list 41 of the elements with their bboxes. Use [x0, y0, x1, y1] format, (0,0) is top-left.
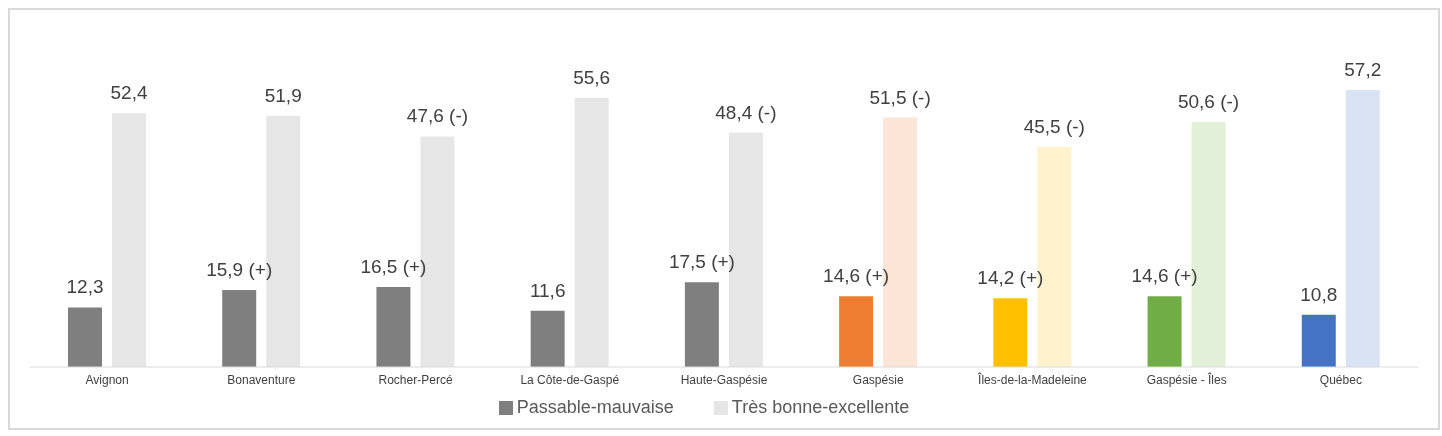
bar: [68, 307, 102, 367]
data-label: 16,5 (+): [360, 256, 427, 278]
bar: [684, 282, 719, 367]
x-tick-label: Québec: [1319, 372, 1362, 387]
data-label: 14,6 (+): [1131, 265, 1198, 287]
data-label: 55,6: [573, 66, 611, 88]
bar: [112, 113, 146, 367]
x-tick-label: Gaspésie: [852, 372, 904, 387]
x-tick-label: Rocher-Percé: [378, 372, 453, 387]
data-label: 11,6: [529, 279, 566, 301]
data-label: 10,8: [1300, 283, 1338, 305]
data-label: 51,5 (-): [869, 86, 931, 108]
x-tick-label: Bonaventure: [227, 372, 296, 387]
data-label: 47,6 (-): [406, 105, 469, 127]
legend-label: Passable-mauvaise: [516, 397, 674, 417]
data-label: 48,4 (-): [715, 101, 777, 123]
bar: [222, 290, 257, 367]
x-tick-label: Gaspésie - Îles: [1146, 371, 1227, 387]
data-label: 12,3: [66, 276, 104, 298]
x-tick-label: Îles-de-la-Madeleine: [977, 371, 1088, 387]
bar: [1147, 296, 1182, 367]
data-label: 51,9: [264, 84, 302, 106]
bar: [1301, 314, 1336, 367]
x-tick-label: Haute-Gaspésie: [680, 372, 768, 387]
data-label: 14,6 (+): [823, 265, 890, 287]
data-label: 52,4: [110, 82, 148, 104]
bar: [993, 298, 1028, 367]
data-label: 50,6 (-): [1177, 90, 1240, 112]
x-tick-label: La Côte-de-Gaspé: [520, 372, 620, 387]
legend-label: Très bonne-excellente: [731, 397, 910, 417]
bar: [530, 310, 565, 367]
data-label: 17,5 (+): [668, 251, 735, 273]
data-label: 15,9 (+): [206, 259, 273, 280]
bar: [376, 287, 411, 367]
bar: [1345, 90, 1380, 367]
data-label: 14,2 (+): [977, 267, 1044, 289]
data-label: 57,2: [1344, 59, 1382, 80]
data-label: 45,5 (-): [1023, 115, 1085, 137]
bar: [574, 97, 609, 367]
bar: [839, 296, 874, 367]
x-tick-label: Avignon: [85, 372, 129, 387]
